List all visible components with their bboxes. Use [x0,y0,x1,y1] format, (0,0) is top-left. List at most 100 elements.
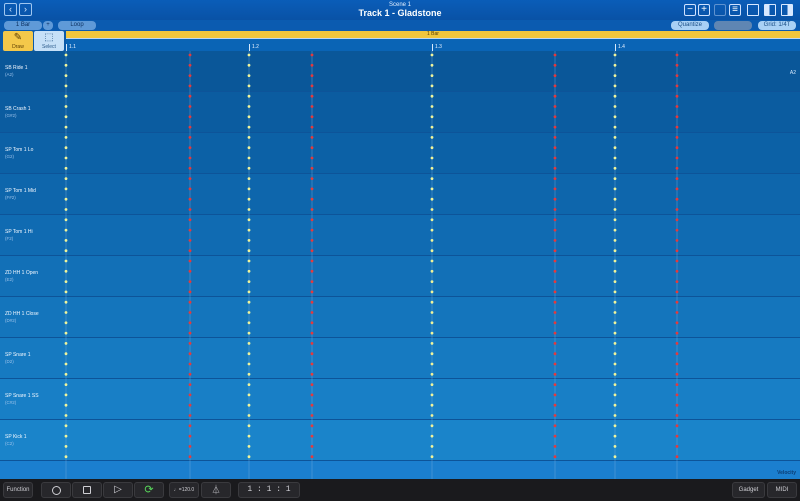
quantize-button[interactable]: Quantize [671,21,709,30]
stop-button[interactable] [72,482,102,498]
beat-dot [430,239,434,242]
track-row[interactable]: SP Tom 1 Hi (F2) [0,215,800,256]
offbeat-dot [553,249,557,253]
offbeat-dot [310,455,314,459]
offbeat-dot [675,414,679,417]
offbeat-dot [188,218,192,222]
piano-roll-grid[interactable]: SB Ride 1 (A2) A2 SB Crash 1 (G#2) SP To… [0,51,800,461]
track-row[interactable]: SB Ride 1 (A2) A2 [0,51,800,92]
metronome-button[interactable]: ⏃ [201,482,231,498]
midi-button[interactable]: MIDI [767,482,797,498]
beat-dot [613,290,617,294]
offbeat-dot [675,239,679,242]
beat-dot [64,177,68,180]
beat-dot [430,383,434,386]
chevron-right-icon[interactable]: › [19,3,32,16]
beat-dot [247,424,251,428]
offbeat-dot [188,393,192,397]
offbeat-dot [188,372,192,376]
offbeat-dot [675,280,679,283]
beat-dot [64,63,68,67]
beat-dot [64,280,68,283]
beat-dot [64,362,68,366]
beat-dot [64,383,68,386]
layout-split-icon[interactable] [764,4,776,16]
offbeat-dot [188,362,192,366]
track-row[interactable]: SP Snare 1 SS (C#2) [0,379,800,420]
layout-panel-icon[interactable] [781,4,793,16]
offbeat-dot [310,74,314,77]
play-button[interactable]: ▷ [103,482,133,498]
draw-label: Draw [12,44,24,50]
offbeat-dot [310,125,314,129]
length-button[interactable]: 1 Bar [4,21,42,30]
gadget-button[interactable]: Gadget [732,482,765,498]
offbeat-dot [553,352,557,356]
beat-dot [430,74,434,77]
offbeat-dot [553,197,557,201]
offbeat-dot [553,424,557,428]
track-row[interactable]: SP Kick 1 (C2) [0,420,800,461]
offbeat-dot [188,197,192,201]
offbeat-dot [553,115,557,119]
tempo-display[interactable]: ♩=120.0 [169,482,199,498]
offbeat-dot [553,362,557,366]
beat-dot [613,269,617,273]
offbeat-dot [310,105,314,108]
loop-region[interactable]: 1 Bar [66,31,800,38]
loop-toggle-button[interactable]: ⟳ [134,482,164,498]
beat-dot [64,208,68,211]
track-row[interactable]: SP Tom 1 Lo (G2) [0,133,800,174]
offbeat-dot [188,74,192,77]
beat-dot [613,424,617,428]
velocity-label: Velocity [777,470,796,476]
zoom-in-icon[interactable]: + [698,4,710,16]
beat-dot [613,136,617,139]
grid-button[interactable]: Grid: 1/4T [758,21,796,30]
offbeat-dot [188,208,192,211]
offbeat-dot [310,352,314,356]
beat-dot [247,280,251,283]
function-button[interactable]: Function [3,482,33,498]
row-header: ZD HH 1 Close (D#2) [0,297,66,337]
beat-dot [247,352,251,356]
record-button[interactable] [41,482,71,498]
chevron-left-icon[interactable]: ‹ [4,3,17,16]
offbeat-dot [188,321,192,325]
grid-view-icon[interactable] [714,4,726,16]
offbeat-dot [675,331,679,335]
beat-dot [64,125,68,129]
zoom-out-icon[interactable]: − [684,4,696,16]
loop-button[interactable]: Loop [58,21,96,30]
beat-dot [613,105,617,108]
offbeat-dot [310,445,314,448]
draw-tool[interactable]: ✎ Draw [3,31,33,51]
beat-dot [247,393,251,397]
note-grid-overlay [64,51,679,479]
select-tool[interactable]: ⬚ Select [34,31,64,51]
offbeat-dot [553,228,557,232]
beat-dot [430,300,434,304]
track-row[interactable]: ZD HH 1 Open (E2) [0,256,800,297]
beat-dot [430,63,434,67]
list-view-icon[interactable]: ≡ [729,4,741,16]
track-row[interactable]: SP Snare 1 (D2) [0,338,800,379]
offbeat-dot [675,259,679,263]
loop-region-label: 1 Bar [427,31,439,37]
length-add-button[interactable]: + [43,21,53,30]
velocity-lane[interactable]: Velocity [0,461,800,479]
layout-single-icon[interactable] [747,4,759,16]
track-row[interactable]: SB Crash 1 (G#2) [0,92,800,133]
track-row[interactable]: ZD HH 1 Close (D#2) [0,297,800,338]
beat-dot [247,166,251,170]
offbeat-dot [188,115,192,119]
offbeat-dot [553,74,557,77]
play-icon: ▷ [114,484,122,495]
beat-dot [247,84,251,88]
offbeat-dot [310,63,314,67]
timeline-ruler[interactable]: 1.1 1.2 1.3 1.4 [66,38,800,52]
beat-dot [64,74,68,77]
track-row[interactable]: SP Tom 1 Mid (F#2) [0,174,800,215]
beat-dot [247,434,251,438]
beat-dot [247,74,251,77]
